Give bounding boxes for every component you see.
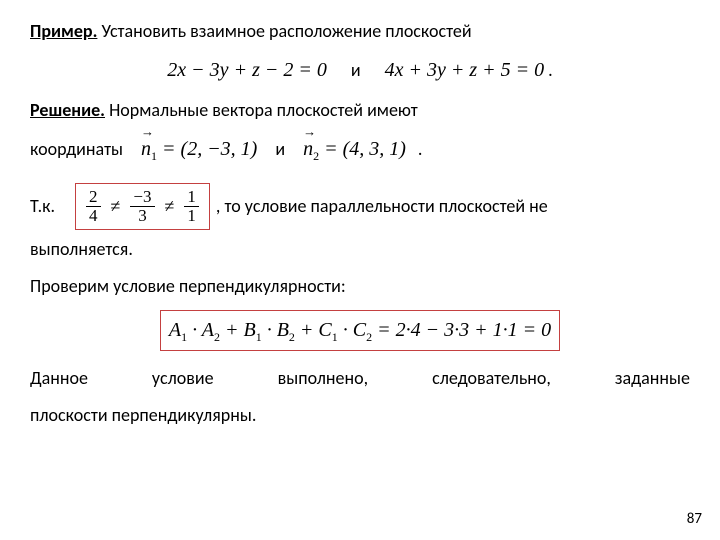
therefore-word: следовательно, [432,367,551,389]
example-line: Пример. Установить взаимное расположение… [30,18,690,45]
ratio-inequality-box: 24 ≠ −33 ≠ 11 [75,183,210,230]
done-word: выполнено, [278,367,369,389]
dot-product-line: A1 · A2 + B1 · B2 + C1 · C2 = 2·4 − 3·3 … [30,310,690,351]
conclusion-line-1: Данное условие выполнено, следовательно,… [30,365,690,392]
period-2: . [418,136,423,163]
plane-equations: 2x − 3y + z − 2 = 0 и 4x + 3y + z + 5 = … [30,55,690,85]
conclusion-line-2: плоскости перпендикулярны. [30,402,690,429]
tk-label: Т.к. [30,193,55,220]
n2-vector: →n2 = (4, 3, 1) [303,134,406,165]
n1-vector: →n1 = (2, −3, 1) [141,134,257,165]
check-perp-line: Проверим условие перпендикулярности: [30,273,690,300]
vypoln-line: выполняется. [30,236,690,263]
example-text: Установить взаимное расположение плоскос… [97,20,471,42]
solution-label: Решение. [30,99,105,121]
cond-tail: , то условие параллельности плоскостей н… [216,193,548,220]
period-1: . [548,57,553,84]
example-label: Пример. [30,20,97,42]
and-2: и [275,136,285,163]
solution-text: Нормальные вектора плоскостей имеют [105,99,418,121]
plane1-equation: 2x − 3y + z − 2 = 0 [167,55,327,85]
coords-line: координаты →n1 = (2, −3, 1) и →n2 = (4, … [30,134,690,165]
page-number: 87 [687,510,702,528]
plane2-equation: 4x + 3y + z + 5 = 0 [385,55,545,85]
tk-line: Т.к. 24 ≠ −33 ≠ 11 , то условие параллел… [30,183,690,230]
given-word: Данное [30,367,88,389]
dot-product-box: A1 · A2 + B1 · B2 + C1 · C2 = 2·4 − 3·3 … [160,310,560,351]
given-planes-word: заданные [615,367,690,389]
and-1: и [351,57,361,84]
condition-word: условие [152,367,214,389]
solution-line: Решение. Нормальные вектора плоскостей и… [30,97,690,124]
coords-label: координаты [30,136,123,163]
check-perp-text: Проверим условие перпендикулярности: [30,275,346,297]
vypoln-text: выполняется. [30,238,133,260]
planes-perp-text: плоскости перпендикулярны. [30,404,256,426]
